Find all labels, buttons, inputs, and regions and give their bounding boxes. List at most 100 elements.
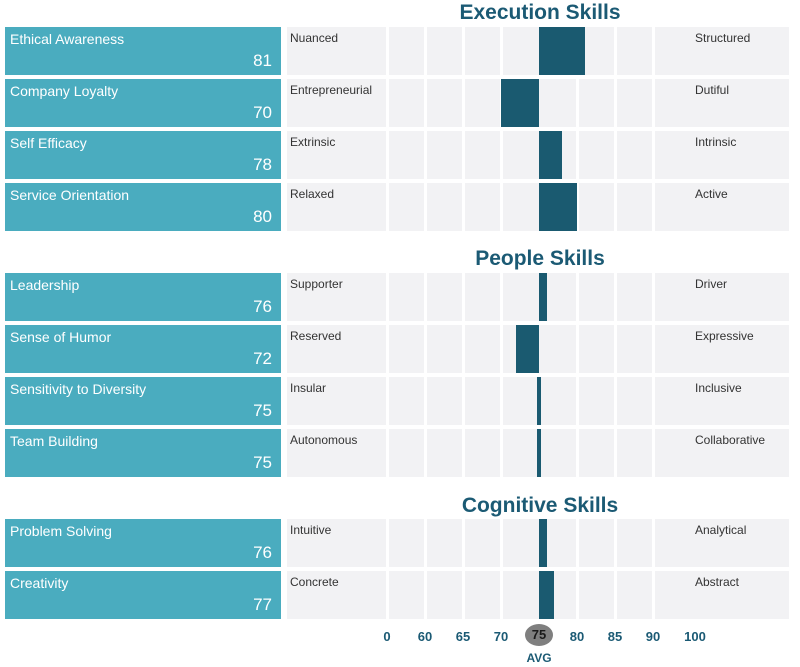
skill-card: Service Orientation 80 — [5, 183, 281, 231]
grid-line — [500, 519, 503, 567]
grid-line — [652, 131, 655, 179]
grid-line — [500, 183, 503, 231]
skill-name: Problem Solving — [10, 523, 112, 539]
pole-left-label: Entrepreneurial — [290, 83, 373, 97]
grid-line — [652, 79, 655, 127]
score-bar — [501, 79, 539, 127]
skill-name: Service Orientation — [10, 187, 130, 203]
scale-track: Insular Inclusive — [287, 377, 789, 425]
pole-left-label: Relaxed — [290, 187, 335, 201]
grid-line — [614, 183, 617, 231]
grid-line — [424, 429, 427, 477]
skill-card: Ethical Awareness 81 — [5, 27, 281, 75]
grid-line — [614, 79, 617, 127]
skill-score: 76 — [253, 297, 272, 316]
grid-line — [500, 325, 503, 373]
grid-line — [652, 571, 655, 619]
grid-line — [576, 325, 579, 373]
score-bar — [539, 273, 547, 321]
axis-tick-label: 60 — [417, 629, 433, 644]
pole-left-label: Reserved — [290, 329, 342, 343]
score-bar — [539, 519, 547, 567]
grid-line — [462, 429, 465, 477]
grid-line — [386, 131, 389, 179]
score-bar — [537, 377, 541, 425]
grid-line — [462, 183, 465, 231]
grid-line — [462, 325, 465, 373]
grid-line — [652, 429, 655, 477]
pole-right-label: Abstract — [695, 575, 740, 589]
grid-line — [614, 27, 617, 75]
axis-tick-label: 90 — [645, 629, 661, 644]
section-title: Execution Skills — [459, 1, 621, 24]
axis-tick-label: 70 — [493, 629, 509, 644]
score-bar — [539, 27, 585, 75]
axis-tick-label: 65 — [455, 629, 471, 644]
skill-name: Sensitivity to Diversity — [10, 381, 147, 397]
scale-track: Entrepreneurial Dutiful — [287, 79, 789, 127]
pole-left-label: Nuanced — [290, 31, 339, 45]
section-title: Cognitive Skills — [461, 494, 619, 517]
skill-card: Self Efficacy 78 — [5, 131, 281, 179]
grid-line — [576, 79, 579, 127]
grid-line — [614, 519, 617, 567]
skill-name: Company Loyalty — [10, 83, 119, 99]
skill-name: Sense of Humor — [10, 329, 112, 345]
scale-track: Autonomous Collaborative — [287, 429, 789, 477]
grid-line — [424, 571, 427, 619]
grid-line — [462, 273, 465, 321]
scale-track: Nuanced Structured — [287, 27, 789, 75]
score-bar — [516, 325, 539, 373]
grid-line — [614, 377, 617, 425]
skill-card: Sense of Humor 72 — [5, 325, 281, 373]
skill-name: Team Building — [10, 433, 98, 449]
grid-line — [386, 571, 389, 619]
pole-right-label: Expressive — [695, 329, 754, 343]
grid-line — [424, 377, 427, 425]
score-bar — [539, 183, 577, 231]
skill-score: 80 — [253, 207, 272, 226]
pole-left-label: Supporter — [290, 277, 343, 291]
skill-name: Leadership — [10, 277, 80, 293]
grid-line — [576, 519, 579, 567]
grid-line — [652, 377, 655, 425]
grid-line — [576, 183, 579, 231]
grid-line — [614, 571, 617, 619]
scale-track: Concrete Abstract — [287, 571, 789, 619]
grid-line — [386, 273, 389, 321]
skill-score: 70 — [253, 103, 272, 122]
grid-line — [424, 79, 427, 127]
pole-left-label: Concrete — [290, 575, 339, 589]
scale-track: Intuitive Analytical — [287, 519, 789, 567]
score-bar — [539, 571, 555, 619]
skill-score: 78 — [253, 155, 272, 174]
skill-score: 76 — [253, 543, 272, 562]
score-bar — [539, 131, 562, 179]
scale-track: Supporter Driver — [287, 273, 789, 321]
grid-line — [386, 79, 389, 127]
grid-line — [576, 571, 579, 619]
grid-line — [462, 519, 465, 567]
skill-card: Team Building 75 — [5, 429, 281, 477]
grid-line — [500, 377, 503, 425]
skill-score: 75 — [253, 401, 272, 420]
pole-right-label: Dutiful — [695, 83, 730, 97]
pole-right-label: Collaborative — [695, 433, 766, 447]
axis-tick-label: 0 — [383, 629, 391, 644]
pole-right-label: Structured — [695, 31, 751, 45]
grid-line — [386, 27, 389, 75]
pole-right-label: Analytical — [695, 523, 747, 537]
axis-tick-label: 85 — [607, 629, 623, 644]
skill-card: Company Loyalty 70 — [5, 79, 281, 127]
grid-line — [424, 519, 427, 567]
scale-track: Relaxed Active — [287, 183, 789, 231]
grid-line — [386, 325, 389, 373]
grid-line — [614, 131, 617, 179]
grid-line — [462, 79, 465, 127]
grid-line — [386, 519, 389, 567]
skill-card: Sensitivity to Diversity 75 — [5, 377, 281, 425]
avg-label: AVG — [526, 651, 552, 665]
grid-line — [462, 131, 465, 179]
grid-line — [462, 377, 465, 425]
grid-line — [386, 377, 389, 425]
